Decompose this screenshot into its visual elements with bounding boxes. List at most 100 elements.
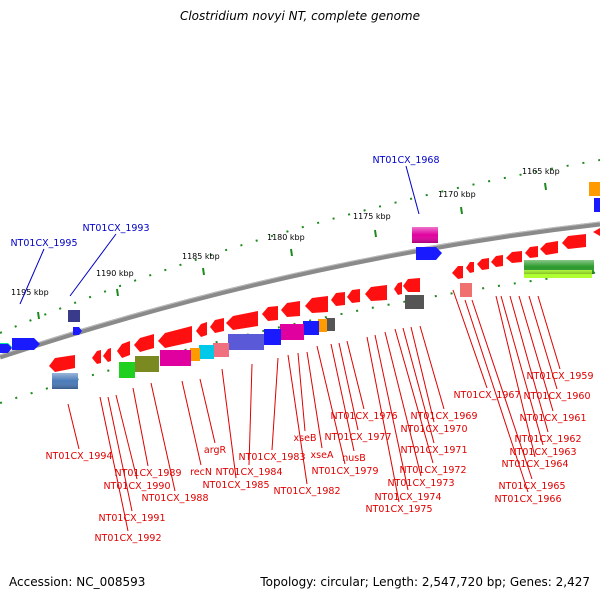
gene-block[interactable]	[280, 324, 304, 340]
gene-arrow[interactable]	[0, 344, 12, 353]
inner-gene-label[interactable]: NT01CX_1989	[114, 468, 181, 479]
gene-arrow[interactable]	[262, 306, 278, 321]
gene-arrow[interactable]	[117, 341, 130, 358]
gene-block[interactable]	[589, 182, 600, 196]
gene-arrow[interactable]	[562, 234, 586, 249]
gene-arrow[interactable]	[281, 301, 300, 317]
gene-block[interactable]	[68, 310, 80, 322]
inner-leader-line	[464, 299, 529, 493]
gene-arrow[interactable]	[134, 334, 154, 352]
accession-text: Accession: NC_008593	[9, 575, 146, 589]
gene-arrow[interactable]	[365, 285, 387, 301]
inner-gene-label[interactable]: NT01CX_1984	[215, 467, 282, 478]
inner-gene-label[interactable]: NT01CX_1972	[399, 465, 466, 476]
inner-gene-label[interactable]: NT01CX_1982	[273, 486, 340, 497]
scale-tick	[202, 267, 205, 276]
gene-arrow[interactable]	[331, 292, 345, 306]
gene-block[interactable]	[264, 329, 281, 345]
inner-gene-label[interactable]: NT01CX_1966	[494, 494, 561, 505]
gene-block[interactable]	[199, 345, 214, 359]
gene-arrow[interactable]	[73, 327, 82, 335]
outer-leader-line	[69, 233, 117, 297]
gene-block[interactable]	[228, 334, 264, 350]
gene-arrow[interactable]	[12, 338, 40, 350]
inner-gene-label[interactable]: NT01CX_1959	[526, 371, 593, 382]
gene-arrow[interactable]	[452, 266, 463, 279]
gene-arrow[interactable]	[466, 262, 474, 273]
inner-leader-line	[271, 357, 279, 451]
gene-arrow[interactable]	[49, 355, 75, 372]
gene-arrow[interactable]	[394, 282, 402, 295]
inner-gene-label[interactable]: NT01CX_1965	[498, 481, 565, 492]
outer-gene-label[interactable]: NT01CX_1995	[10, 238, 77, 249]
inner-leader-line	[221, 368, 237, 479]
gene-arrow[interactable]	[540, 241, 558, 255]
gene-block[interactable]	[318, 319, 327, 332]
outer-gene-label[interactable]: NT01CX_1993	[82, 223, 149, 234]
gene-block[interactable]	[460, 283, 472, 297]
inner-gene-label[interactable]: NT01CX_1964	[501, 459, 568, 470]
inner-leader-line	[471, 299, 533, 480]
inner-gene-label[interactable]: NT01CX_1975	[365, 504, 432, 515]
outer-gene-label[interactable]: NT01CX_1968	[372, 155, 439, 166]
gene-arrow[interactable]	[196, 322, 207, 337]
leader-lines	[19, 165, 561, 532]
gene-block[interactable]	[160, 350, 191, 366]
inner-gene-label[interactable]: NT01CX_1973	[387, 478, 454, 489]
gene-block[interactable]	[405, 295, 424, 309]
gene-labels: NT01CX_1968 NT01CX_1993 NT01CX_1995 NT01CX_…	[10, 155, 593, 544]
inner-gene-label[interactable]: xseB	[294, 433, 317, 444]
gene-block[interactable]	[190, 348, 200, 361]
inner-gene-label[interactable]: NT01CX_1970	[400, 424, 467, 435]
gene-block[interactable]	[135, 356, 159, 372]
gene-arrow[interactable]	[506, 251, 522, 263]
inner-gene-label[interactable]: NT01CX_1977	[324, 432, 391, 443]
gene-block[interactable]	[326, 318, 335, 331]
gene-arrow[interactable]	[491, 255, 503, 267]
inner-gene-label[interactable]: NT01CX_1967	[453, 390, 520, 401]
inner-gene-label[interactable]: NT01CX_1979	[311, 466, 378, 477]
gene-block[interactable]	[213, 343, 229, 357]
genome-backbone	[0, 221, 600, 360]
inner-gene-label[interactable]: recN	[190, 467, 212, 478]
inner-gene-label[interactable]: NT01CX_1994	[45, 451, 112, 462]
gene-arrow[interactable]	[210, 318, 224, 333]
inner-gene-label[interactable]: NT01CX_1963	[509, 447, 576, 458]
gene-block[interactable]	[119, 362, 135, 378]
gene-arrow[interactable]	[403, 278, 420, 292]
gene-arrow[interactable]	[103, 348, 111, 362]
gene-arrow[interactable]	[347, 289, 360, 303]
inner-leader-line	[181, 380, 202, 466]
gene-block-shade	[412, 227, 438, 243]
inner-gene-label[interactable]: NT01CX_1960	[523, 391, 590, 402]
inner-gene-label[interactable]: argR	[204, 445, 227, 456]
inner-gene-label[interactable]: NT01CX_1961	[519, 413, 586, 424]
inner-gene-label[interactable]: xseA	[311, 450, 334, 461]
inner-gene-label[interactable]: NT01CX_1962	[514, 434, 581, 445]
gene-block[interactable]	[303, 321, 319, 335]
inner-gene-label[interactable]: NT01CX_1974	[374, 492, 441, 503]
gene-arrow[interactable]	[305, 296, 328, 313]
gene-arrow[interactable]	[525, 246, 538, 258]
gene-arrow[interactable]	[226, 311, 258, 330]
inner-gene-label[interactable]: NT01CX_1976	[330, 411, 397, 422]
inner-gene-label[interactable]: NT01CX_1991	[98, 513, 165, 524]
inner-gene-label[interactable]: NT01CX_1988	[141, 493, 208, 504]
inner-gene-label[interactable]: NT01CX_1992	[94, 533, 161, 544]
inner-leader-line	[384, 331, 422, 477]
inner-gene-label[interactable]: NT01CX_1983	[238, 452, 305, 463]
scale-ticks	[37, 182, 547, 320]
gene-arrow[interactable]	[593, 228, 600, 236]
gene-arrow[interactable]	[416, 247, 442, 260]
gene-arrow[interactable]	[158, 326, 192, 348]
gene-arrow[interactable]	[92, 350, 101, 364]
gene-arrow[interactable]	[477, 258, 489, 270]
inner-gene-label[interactable]: NT01CX_1971	[400, 445, 467, 456]
inner-gene-label[interactable]: NT01CX_1990	[103, 481, 170, 492]
inner-gene-label[interactable]: NT01CX_1985	[202, 480, 269, 491]
inner-leader-line	[115, 394, 138, 480]
inner-leader-line	[248, 363, 253, 466]
gene-block[interactable]	[594, 198, 600, 212]
inner-gene-label[interactable]: nusB	[342, 453, 366, 464]
inner-gene-label[interactable]: NT01CX_1969	[410, 411, 477, 422]
